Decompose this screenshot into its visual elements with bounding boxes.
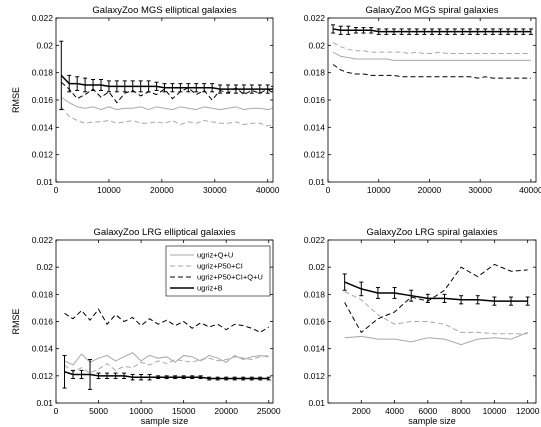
y-tick-label: 0.014: [32, 122, 54, 132]
series-line-gray-dashed: [64, 354, 269, 374]
y-tick-label: 0.016: [304, 95, 326, 105]
x-tick-label: 4000: [385, 406, 404, 416]
y-axis-label: RMSE: [11, 87, 21, 113]
y-tick-label: 0.012: [304, 371, 326, 381]
series-line-gray-solid: [344, 331, 528, 346]
x-tick-label: 15000: [172, 406, 196, 416]
y-tick-label: 0.022: [32, 235, 54, 245]
x-tick-label: 0: [54, 406, 59, 416]
series-group: [59, 40, 273, 127]
series-line-gray-solid: [64, 352, 269, 366]
y-tick-label: 0.012: [32, 371, 54, 381]
x-tick-label: 20000: [150, 185, 174, 195]
chart-title: GalaxyZoo MGS spiral galaxies: [365, 5, 498, 16]
x-tick-label: 12000: [516, 406, 540, 416]
y-tick-label: 0.018: [32, 68, 54, 78]
y-tick-label: 0.02: [308, 40, 325, 50]
legend-label: ugriz+P50+CI+Q+U: [197, 273, 263, 282]
chart-title: GalaxyZoo MGS elliptical galaxies: [92, 5, 236, 16]
x-tick-label: 20000: [214, 406, 238, 416]
x-tick-label: 6000: [418, 406, 437, 416]
x-tick-label: 30000: [203, 185, 227, 195]
y-tick-label: 0.01: [308, 398, 325, 408]
x-tick-label: 2000: [352, 406, 371, 416]
x-tick-label: 10000: [129, 406, 153, 416]
series-line-black-dashed: [332, 64, 531, 79]
x-tick-label: 8000: [452, 406, 471, 416]
y-tick-label: 0.01: [36, 177, 53, 187]
chart-panels: 0.01 0.012 0.014 0.016 0.018 0.02 0.022 0 10000 2…: [11, 5, 541, 426]
legend-label: ugriz+B: [197, 284, 223, 293]
x-axis-label: sample size: [141, 416, 189, 426]
series-group: [62, 308, 271, 390]
legend-label: ugriz+P50+CI: [197, 262, 243, 271]
series-line-black-dashed: [60, 81, 273, 104]
y-tick-label: 0.018: [32, 289, 54, 299]
y-tick-label: 0.016: [32, 95, 54, 105]
y-tick-label: 0.022: [32, 13, 54, 23]
chart-title: GalaxyZoo LRG elliptical galaxies: [93, 227, 235, 238]
series-line-black-solid: [344, 281, 528, 302]
y-tick-label: 0.014: [32, 344, 54, 354]
series-line-gray-dashed: [332, 42, 531, 55]
y-tick-label: 0.02: [36, 40, 53, 50]
y-tick-label: 0.018: [304, 289, 326, 299]
x-tick-label: 25000: [257, 406, 281, 416]
y-tick-label: 0.014: [304, 122, 326, 132]
chart-title: GalaxyZoo LRG spiral galaxies: [367, 227, 498, 238]
series-line-gray-solid: [61, 96, 273, 111]
x-tick-label: 40000: [256, 185, 280, 195]
y-tick-label: 0.02: [308, 262, 325, 272]
y-tick-label: 0.016: [304, 317, 326, 327]
series-line-gray-dashed: [60, 106, 273, 127]
series-line-black-dashed: [64, 308, 270, 333]
x-tick-label: 30000: [468, 185, 492, 195]
chart-panel-3: 0.01 0.012 0.014 0.016 0.018 0.02 0.022 0 5000 10…: [11, 227, 281, 426]
y-tick-label: 0.022: [304, 235, 326, 245]
chart-panel-4: 0.01 0.012 0.014 0.016 0.018 0.02 0.022 2000 400…: [304, 227, 540, 426]
x-tick-label: 40000: [519, 185, 541, 195]
y-tick-label: 0.012: [304, 150, 326, 160]
y-tick-label: 0.018: [304, 68, 326, 78]
legend: ugriz+Q+U ugriz+P50+CI ugriz+P50+CI+Q+U ugr…: [165, 245, 271, 297]
x-tick-label: 10000: [367, 185, 391, 195]
y-tick-label: 0.01: [308, 177, 325, 187]
chart-panel-2: 0.01 0.012 0.014 0.016 0.018 0.02 0.022 0 10000 2…: [304, 5, 541, 195]
y-tick-label: 0.014: [304, 344, 326, 354]
series-group: [342, 263, 530, 346]
x-tick-label: 5000: [89, 406, 108, 416]
chart-panel-1: 0.01 0.012 0.014 0.016 0.018 0.02 0.022 0 10000 2…: [11, 5, 280, 195]
series-line-black-dashed: [344, 263, 528, 334]
x-tick-label: 0: [54, 185, 59, 195]
x-tick-label: 0: [326, 185, 331, 195]
legend-label: ugriz+Q+U: [197, 251, 233, 260]
x-tick-label: 20000: [418, 185, 442, 195]
y-axis-label: RMSE: [11, 308, 21, 334]
x-axis-label: sample size: [408, 416, 456, 426]
y-tick-label: 0.016: [32, 317, 54, 327]
y-tick-label: 0.022: [304, 13, 326, 23]
y-tick-label: 0.01: [36, 398, 53, 408]
x-tick-label: 10000: [483, 406, 507, 416]
y-tick-label: 0.02: [36, 262, 53, 272]
series-line-gray-solid: [332, 51, 531, 61]
series-group: [331, 24, 533, 79]
x-tick-label: 10000: [97, 185, 121, 195]
y-tick-label: 0.012: [32, 150, 54, 160]
series-line-black-solid: [60, 74, 273, 90]
